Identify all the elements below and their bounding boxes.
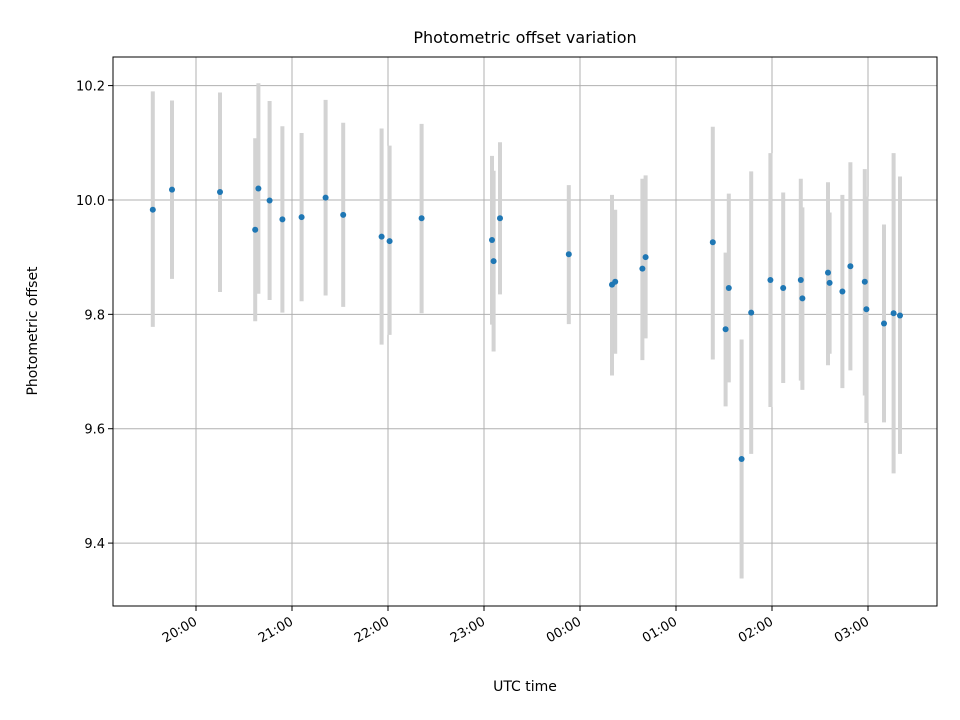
y-axis-ticks: 9.4 9.6 9.8 10.0 10.2 bbox=[76, 80, 113, 552]
data-point bbox=[847, 263, 854, 270]
data-point bbox=[497, 215, 503, 222]
data-point bbox=[709, 239, 716, 246]
y-tick-label: 10.0 bbox=[76, 194, 105, 209]
y-tick-label: 9.8 bbox=[84, 308, 105, 323]
data-point bbox=[418, 215, 425, 222]
data-point bbox=[612, 278, 619, 285]
chart-title: Photometric offset variation bbox=[413, 28, 636, 47]
data-point bbox=[565, 251, 572, 258]
y-tick-label: 9.6 bbox=[84, 423, 105, 438]
data-point bbox=[863, 306, 870, 313]
data-point bbox=[797, 277, 804, 284]
data-point bbox=[490, 258, 497, 265]
data-point bbox=[722, 326, 729, 333]
y-axis-label: Photometric offset bbox=[25, 266, 41, 396]
y-tick-label: 9.4 bbox=[84, 537, 105, 552]
data-point bbox=[825, 269, 831, 276]
data-point bbox=[386, 238, 393, 245]
data-point bbox=[639, 265, 646, 272]
data-point bbox=[897, 312, 903, 319]
data-point bbox=[217, 188, 223, 195]
data-point bbox=[748, 309, 755, 316]
data-point bbox=[839, 288, 846, 295]
data-points bbox=[149, 185, 903, 463]
data-point bbox=[169, 186, 175, 193]
data-point bbox=[255, 185, 262, 192]
data-point bbox=[826, 279, 833, 286]
data-point bbox=[489, 237, 495, 243]
data-point bbox=[780, 285, 787, 292]
data-point bbox=[378, 233, 385, 240]
data-point bbox=[340, 211, 347, 218]
data-point bbox=[322, 194, 329, 201]
data-point bbox=[738, 456, 745, 463]
data-point bbox=[861, 278, 868, 285]
y-tick-label: 10.2 bbox=[76, 80, 105, 95]
data-point bbox=[279, 216, 286, 223]
data-point bbox=[252, 226, 259, 233]
data-point bbox=[149, 206, 156, 213]
data-point bbox=[890, 310, 897, 317]
data-point bbox=[642, 254, 649, 261]
x-axis-label: UTC time bbox=[493, 679, 557, 695]
data-point bbox=[767, 277, 774, 284]
data-point bbox=[298, 214, 305, 221]
grid-lines bbox=[113, 57, 937, 606]
data-point bbox=[799, 295, 806, 302]
plot-frame bbox=[112, 56, 938, 607]
data-point bbox=[881, 320, 887, 327]
data-point bbox=[725, 285, 732, 292]
data-point bbox=[266, 197, 273, 204]
